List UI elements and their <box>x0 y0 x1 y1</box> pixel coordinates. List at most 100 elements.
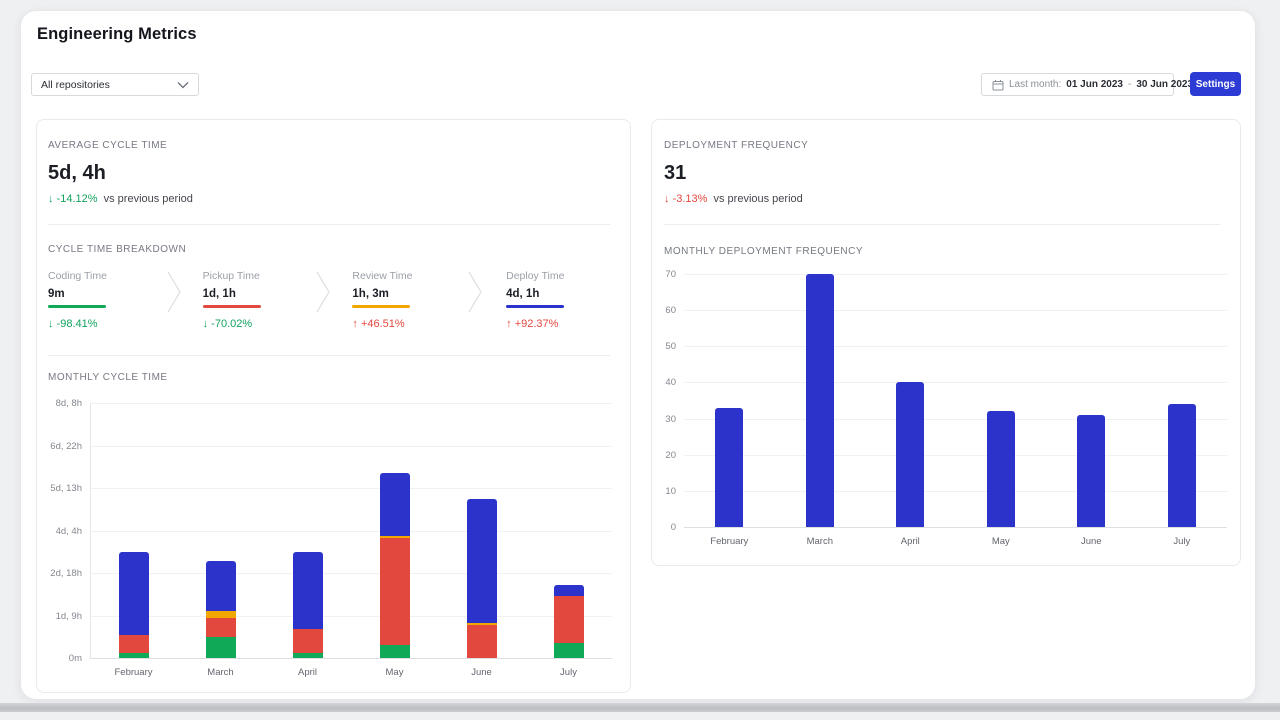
segment-deploy-time <box>553 585 584 596</box>
segment-deploy-time <box>292 552 323 629</box>
y-tick-label: 10 <box>665 485 676 497</box>
divider <box>48 224 610 225</box>
y-tick-label: 4d, 4h <box>55 525 82 537</box>
gridline <box>90 445 612 447</box>
y-tick-label: 50 <box>665 341 676 353</box>
breakdown-label: Pickup Time <box>202 270 260 282</box>
segment-review-time <box>379 535 410 538</box>
breakdown-item-pickup: Pickup Time 1d, 1h ↓ -70.02% <box>181 270 317 330</box>
cycle-time-panel: AVERAGE CYCLE TIME 5d, 4h ↓ -14.12% vs p… <box>36 119 631 693</box>
repository-filter-dropdown[interactable]: All repositories <box>31 73 199 96</box>
breakdown-value: 9m <box>48 288 65 300</box>
gridline <box>684 454 1227 456</box>
date-range-prefix: Last month: <box>1009 79 1062 90</box>
monthly-deployment-frequency-label: MONTHLY DEPLOYMENT FREQUENCY <box>664 246 864 257</box>
y-tick-label: 0 <box>670 522 676 533</box>
segment-deployments <box>805 274 834 527</box>
x-tick-label: February <box>114 667 153 678</box>
date-range-picker[interactable]: Last month: 01 Jun 2023 - 30 Jun 2023 <box>981 73 1193 96</box>
bar-may <box>379 473 410 658</box>
x-tick-label: May <box>385 667 404 678</box>
breakdown-value: 1d, 1h <box>202 288 236 300</box>
breakdown-item-deploy: Deploy Time 4d, 1h ↑ +92.37% <box>482 270 618 330</box>
arrow-up-icon: ↑ <box>506 318 512 330</box>
segment-deployments <box>1077 415 1106 527</box>
date-range-end: 30 Jun 2023 <box>1136 79 1194 90</box>
x-tick-label: April <box>297 667 317 678</box>
gridline <box>684 382 1227 384</box>
x-tick-label: March <box>207 667 234 678</box>
deploy-delta-suffix: vs previous period <box>713 193 803 205</box>
bar-march <box>205 561 236 658</box>
segment-coding-time <box>379 644 410 658</box>
bar-april <box>896 382 925 527</box>
bar-february <box>118 552 149 658</box>
divider <box>48 355 610 356</box>
arrow-up-icon: ↑ <box>352 318 358 330</box>
breakdown-item-coding: Coding Time 9m ↓ -98.41% <box>48 270 167 330</box>
y-tick-label: 20 <box>665 449 676 461</box>
y-tick-label: 6d, 22h <box>50 440 82 452</box>
breakdown-label: Deploy Time <box>506 270 565 282</box>
deploy-delta: ↓ -3.13% <box>664 193 710 205</box>
deploy-delta-value: -3.13% <box>672 193 708 205</box>
breakdown-delta: ↑ +92.37% <box>506 318 618 330</box>
arrow-down-icon: ↓ <box>48 193 54 205</box>
x-tick-label: February <box>710 536 749 547</box>
gridline <box>90 488 612 489</box>
y-tick-label: 5d, 13h <box>50 483 82 494</box>
date-range-start: 01 Jun 2023 <box>1066 79 1123 90</box>
breakdown-delta: ↓ -70.02% <box>203 318 317 330</box>
segment-deployments <box>896 382 925 527</box>
deployment-frequency-panel: DEPLOYMENT FREQUENCY 31 ↓ -3.13% vs prev… <box>651 119 1241 566</box>
bar-june <box>466 499 497 658</box>
segment-pickup-time <box>292 628 323 653</box>
breakdown-delta-value: +92.37% <box>514 318 559 330</box>
breakdown-underline <box>506 305 565 308</box>
bar-february <box>715 407 744 527</box>
breakdown-underline <box>48 305 106 308</box>
segment-deploy-time <box>205 561 236 611</box>
y-axis-line <box>90 403 91 658</box>
x-axis-line <box>684 527 1227 528</box>
segment-coding-time <box>292 652 323 658</box>
cycle-breakdown-row: Coding Time 9m ↓ -98.41% Pickup Time 1d,… <box>48 270 618 330</box>
y-tick-label: 40 <box>665 377 676 389</box>
bar-june <box>1077 415 1106 527</box>
horizontal-scrollbar[interactable] <box>0 703 1280 712</box>
chevron-right-icon <box>316 271 331 313</box>
monthly-cycle-time-label: MONTHLY CYCLE TIME <box>48 372 168 383</box>
segment-pickup-time <box>553 595 584 644</box>
segment-review-time <box>205 610 236 618</box>
y-tick-label: 2d, 18h <box>50 568 82 579</box>
cycle-delta-value: -14.12% <box>56 193 98 205</box>
x-tick-label: July <box>1173 536 1191 547</box>
segment-coding-time <box>118 652 149 658</box>
gridline <box>684 346 1227 348</box>
bar-april <box>292 552 323 658</box>
breakdown-delta-value: +46.51% <box>360 318 405 330</box>
breakdown-value: 1h, 3m <box>352 288 389 300</box>
segment-pickup-time <box>466 624 497 658</box>
segment-coding-time <box>205 636 236 658</box>
divider <box>664 224 1220 225</box>
x-tick-label: March <box>806 536 833 547</box>
segment-coding-time <box>553 643 584 658</box>
settings-button[interactable]: Settings <box>1190 72 1241 96</box>
segment-review-time <box>466 622 497 625</box>
chevron-down-icon <box>177 81 189 88</box>
cycle-delta-row: ↓ -14.12% vs previous period <box>48 193 193 205</box>
dashboard-card: Engineering Metrics All repositories Las… <box>20 10 1256 700</box>
x-tick-label: June <box>1080 536 1102 547</box>
gridline <box>684 490 1227 492</box>
cycle-delta: ↓ -14.12% <box>48 193 101 205</box>
segment-pickup-time <box>205 617 236 637</box>
arrow-down-icon: ↓ <box>202 318 209 330</box>
breakdown-item-review: Review Time 1h, 3m ↑ +46.51% <box>330 270 468 330</box>
gridline <box>684 418 1227 420</box>
gridline <box>90 530 612 532</box>
x-tick-label: June <box>471 667 492 678</box>
gridline <box>90 573 612 574</box>
segment-deploy-time <box>118 552 149 636</box>
y-tick-label: 8d, 8h <box>55 398 82 409</box>
